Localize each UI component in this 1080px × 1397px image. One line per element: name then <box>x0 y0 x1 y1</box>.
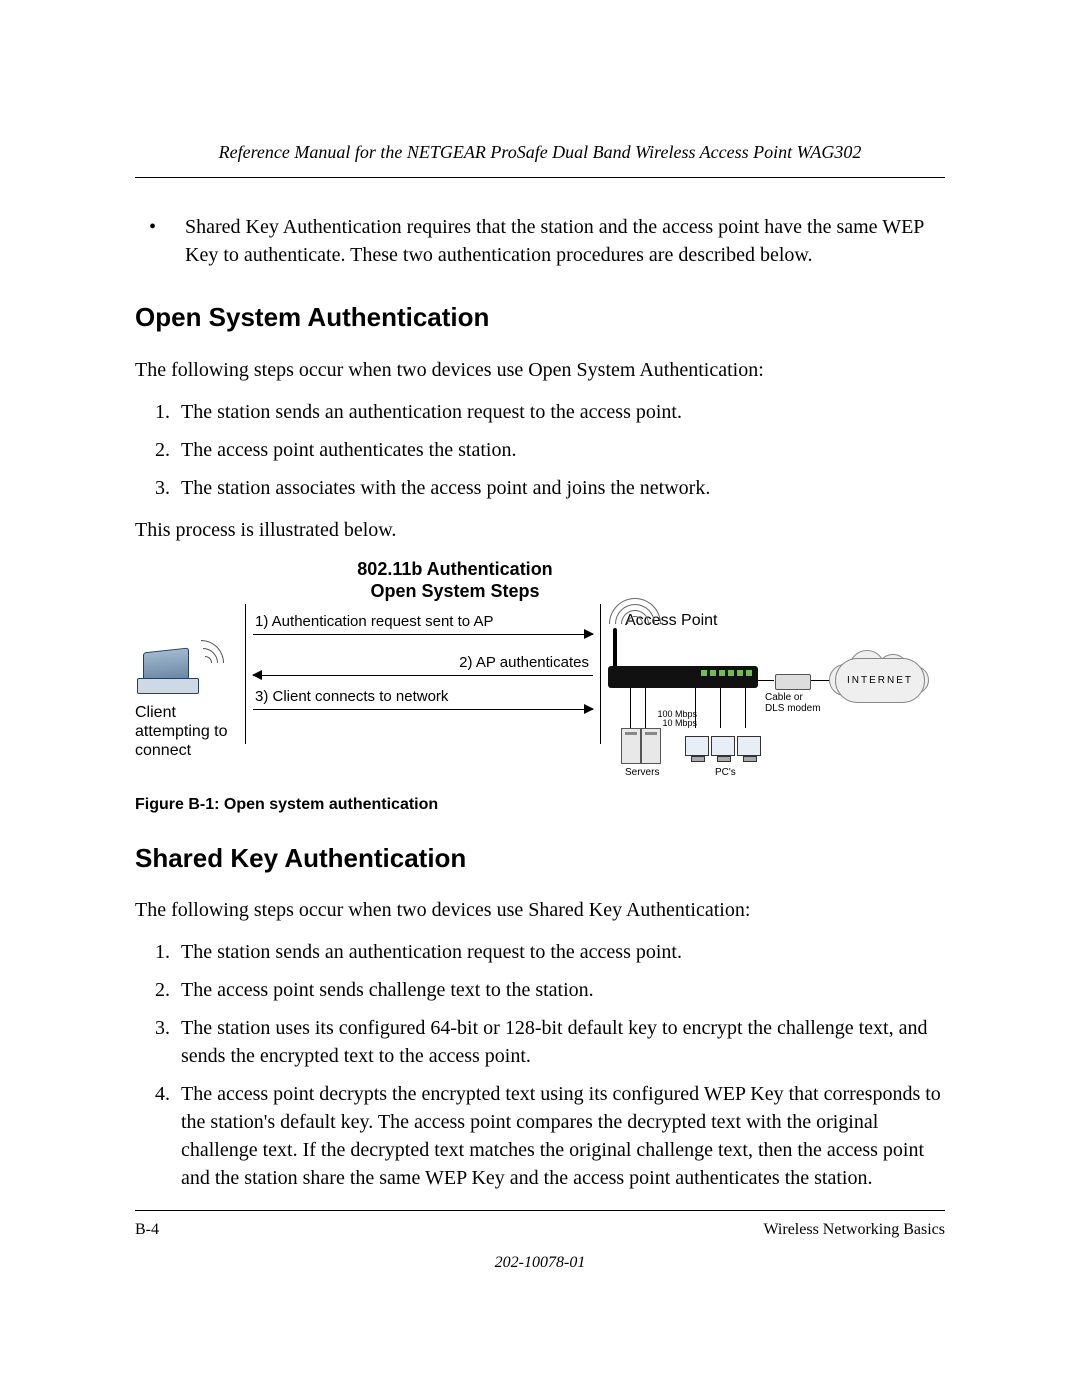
pc-icon <box>711 736 735 756</box>
page: Reference Manual for the NETGEAR ProSafe… <box>0 0 1080 1397</box>
divider-line <box>600 604 601 744</box>
figure-title-line2: Open System Steps <box>370 581 539 601</box>
intro-bullet: • Shared Key Authentication requires tha… <box>135 213 945 269</box>
wifi-arcs-icon <box>203 628 243 668</box>
wifi-broadcast-icon <box>610 586 660 626</box>
figure-step-1: 1) Authentication request sent to AP <box>253 611 593 636</box>
wire-line <box>630 688 631 728</box>
wire-line <box>720 688 721 728</box>
footer: B-4 Wireless Networking Basics <box>135 1210 945 1241</box>
intro-bullet-text: Shared Key Authentication requires that … <box>185 213 945 269</box>
list-item: The station sends an authentication requ… <box>175 398 945 426</box>
list-item: The access point sends challenge text to… <box>175 976 945 1004</box>
wire-line <box>758 680 774 681</box>
pc-icon <box>737 736 761 756</box>
section-title: Wireless Networking Basics <box>763 1219 945 1241</box>
pc-icon <box>685 736 709 756</box>
figure-step-2: 2) AP authenticates <box>253 652 593 677</box>
arrow-left-icon <box>253 675 593 677</box>
bullet-mark: • <box>135 213 185 269</box>
laptop-icon <box>135 650 205 695</box>
server-icon <box>641 728 661 764</box>
list-item: The station sends an authentication requ… <box>175 938 945 966</box>
list-item: The station associates with the access p… <box>175 474 945 502</box>
modem-icon <box>775 674 811 690</box>
open-steps: The station sends an authentication requ… <box>135 398 945 502</box>
list-item: The access point authenticates the stati… <box>175 436 945 464</box>
figure-title: 802.11b Authentication Open System Steps <box>315 558 595 603</box>
figure-step-3: 3) Client connects to network <box>253 686 593 711</box>
figure-step-1-label: 1) Authentication request sent to AP <box>253 611 593 632</box>
internet-cloud-icon: INTERNET <box>835 658 925 703</box>
pcs-label: PC's <box>715 766 736 780</box>
figure-caption: Figure B-1: Open system authentication <box>135 794 945 816</box>
page-number: B-4 <box>135 1219 159 1241</box>
server-icon <box>621 728 641 764</box>
antenna-icon <box>613 628 617 668</box>
servers-label: Servers <box>625 766 659 780</box>
list-item: The station uses its configured 64-bit o… <box>175 1014 945 1070</box>
figure-step-2-label: 2) AP authenticates <box>253 652 593 673</box>
figure-open-system: 802.11b Authentication Open System Steps… <box>135 558 945 778</box>
figure-step-3-label: 3) Client connects to network <box>253 686 593 707</box>
heading-shared-key: Shared Key Authentication <box>135 840 945 876</box>
shared-steps: The station sends an authentication requ… <box>135 938 945 1192</box>
wire-line <box>745 688 746 728</box>
open-lead: The following steps occur when two devic… <box>135 356 945 384</box>
document-number: 202-10078-01 <box>135 1252 945 1274</box>
wire-line <box>645 688 646 728</box>
arrow-right-icon <box>253 634 593 636</box>
mbps-labels: 100 Mbps 10 Mbps <box>655 710 697 728</box>
divider-line <box>245 604 246 744</box>
running-header: Reference Manual for the NETGEAR ProSafe… <box>135 140 945 178</box>
router-icon <box>608 666 758 688</box>
modem-label: Cable or DLS modem <box>765 692 825 714</box>
internet-label: INTERNET <box>835 674 925 688</box>
shared-lead: The following steps occur when two devic… <box>135 896 945 924</box>
client-label: Client attempting to connect <box>135 703 245 761</box>
mbps-10: 10 Mbps <box>655 719 697 728</box>
figure-title-line1: 802.11b Authentication <box>357 559 552 579</box>
arrow-right-icon <box>253 709 593 711</box>
list-item: The access point decrypts the encrypted … <box>175 1080 945 1192</box>
heading-open-system: Open System Authentication <box>135 299 945 335</box>
open-after: This process is illustrated below. <box>135 516 945 544</box>
